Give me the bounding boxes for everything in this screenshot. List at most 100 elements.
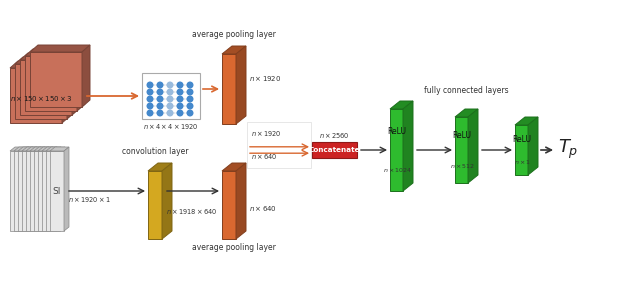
Circle shape (157, 96, 163, 102)
Circle shape (147, 96, 153, 102)
Circle shape (187, 110, 193, 116)
Polygon shape (40, 147, 45, 231)
Circle shape (147, 82, 153, 88)
Text: $n\times2560$: $n\times2560$ (319, 131, 350, 140)
Polygon shape (34, 147, 53, 151)
Polygon shape (20, 60, 72, 115)
Polygon shape (62, 61, 70, 123)
Polygon shape (30, 151, 44, 231)
Circle shape (187, 103, 193, 109)
Text: ReLU: ReLU (452, 131, 471, 140)
Polygon shape (455, 109, 478, 117)
Polygon shape (15, 57, 75, 64)
Polygon shape (26, 151, 40, 231)
Polygon shape (162, 163, 172, 239)
Polygon shape (148, 171, 162, 239)
Polygon shape (455, 117, 468, 183)
Polygon shape (42, 147, 61, 151)
Text: average pooling layer: average pooling layer (192, 243, 276, 252)
Polygon shape (48, 147, 53, 231)
Bar (142, 73, 200, 119)
Polygon shape (77, 49, 85, 111)
Polygon shape (67, 57, 75, 119)
Polygon shape (32, 147, 37, 231)
Polygon shape (222, 163, 246, 171)
Polygon shape (56, 147, 61, 231)
Polygon shape (222, 171, 236, 239)
Polygon shape (403, 101, 413, 191)
Text: $n\times640$: $n\times640$ (251, 152, 278, 161)
Circle shape (187, 82, 193, 88)
Circle shape (177, 82, 183, 88)
Text: $n\times1918\times640$: $n\times1918\times640$ (166, 207, 218, 216)
Circle shape (167, 110, 173, 116)
Polygon shape (26, 147, 45, 151)
Polygon shape (515, 117, 538, 125)
Text: $n\times1024$: $n\times1024$ (383, 167, 412, 175)
Text: $n\times150\times150\times3$: $n\times150\times150\times3$ (10, 94, 72, 103)
Circle shape (167, 82, 173, 88)
Text: $n\times1920$: $n\times1920$ (249, 74, 281, 83)
Polygon shape (46, 147, 65, 151)
Text: $n\times640$: $n\times640$ (249, 204, 277, 213)
Polygon shape (22, 147, 41, 151)
Text: SI: SI (53, 187, 61, 196)
Polygon shape (222, 54, 236, 124)
Polygon shape (36, 147, 41, 231)
Bar (247, 122, 311, 168)
Circle shape (157, 82, 163, 88)
Circle shape (147, 103, 153, 109)
Polygon shape (24, 147, 29, 231)
Polygon shape (236, 46, 246, 124)
Polygon shape (30, 52, 82, 107)
Polygon shape (25, 56, 77, 111)
Polygon shape (14, 151, 28, 231)
Polygon shape (236, 163, 246, 239)
Circle shape (147, 110, 153, 116)
Circle shape (157, 110, 163, 116)
Polygon shape (46, 151, 60, 231)
Polygon shape (10, 68, 62, 123)
Text: $n\times1920$: $n\times1920$ (251, 129, 282, 138)
Text: ReLU: ReLU (512, 135, 531, 144)
Text: ReLU: ReLU (387, 128, 406, 137)
Polygon shape (50, 147, 69, 151)
Text: convolution layer: convolution layer (122, 147, 188, 156)
Polygon shape (72, 53, 80, 115)
Circle shape (167, 96, 173, 102)
Polygon shape (390, 109, 403, 191)
Circle shape (177, 96, 183, 102)
Text: fully connected layers: fully connected layers (424, 86, 509, 95)
Polygon shape (64, 147, 69, 231)
Polygon shape (10, 147, 29, 151)
Polygon shape (28, 147, 33, 231)
Polygon shape (528, 117, 538, 175)
Circle shape (147, 89, 153, 95)
Polygon shape (18, 151, 32, 231)
Circle shape (157, 103, 163, 109)
Polygon shape (42, 151, 56, 231)
Text: $n\times512$: $n\times512$ (450, 162, 475, 171)
Polygon shape (14, 147, 33, 151)
Polygon shape (38, 151, 52, 231)
Polygon shape (30, 45, 90, 52)
Circle shape (187, 89, 193, 95)
Bar (312, 142, 357, 158)
Polygon shape (82, 45, 90, 107)
Polygon shape (30, 147, 49, 151)
Polygon shape (50, 151, 64, 231)
Polygon shape (60, 147, 65, 231)
Polygon shape (44, 147, 49, 231)
Circle shape (177, 89, 183, 95)
Text: $T_p$: $T_p$ (558, 137, 579, 161)
Polygon shape (15, 64, 67, 119)
Text: $n\times1920\times1$: $n\times1920\times1$ (68, 194, 111, 203)
Polygon shape (22, 151, 36, 231)
Circle shape (167, 89, 173, 95)
Polygon shape (222, 46, 246, 54)
Polygon shape (20, 53, 80, 60)
Polygon shape (52, 147, 57, 231)
Polygon shape (34, 151, 48, 231)
Text: $n\times4\times4\times1920$: $n\times4\times4\times1920$ (143, 122, 198, 131)
Text: average pooling layer: average pooling layer (192, 30, 276, 39)
